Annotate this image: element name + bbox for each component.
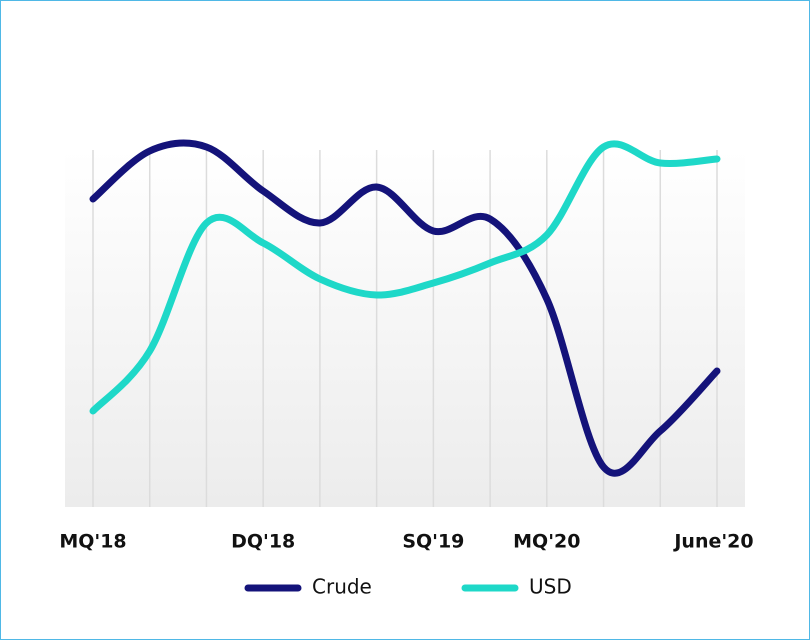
x-tick-label: SQ'19 [402,531,464,553]
x-tick-label: MQ'18 [59,531,126,553]
line [89,140,721,415]
legend-label: Crude [312,575,372,599]
legend-label: USD [529,575,572,599]
x-tick-label: June'20 [672,531,753,553]
x-tick-label: DQ'18 [231,531,295,553]
x-tick-label: MQ'20 [513,531,580,553]
line [89,139,721,477]
